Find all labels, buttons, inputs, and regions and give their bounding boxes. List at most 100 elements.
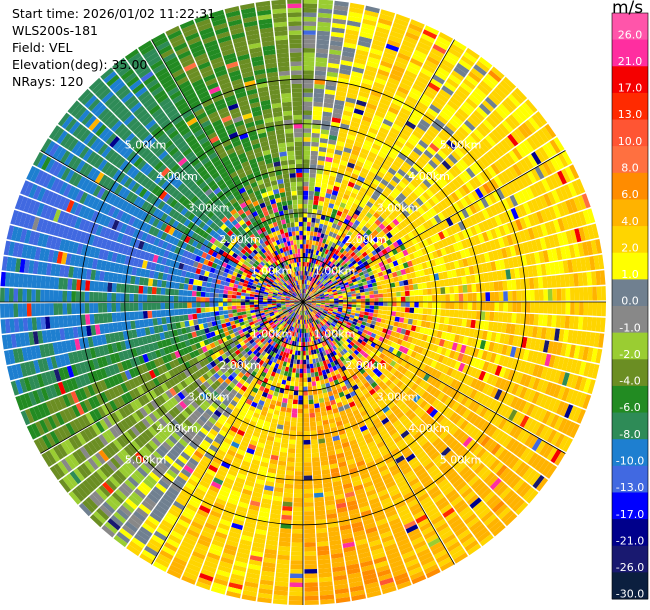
range-gate <box>385 171 394 179</box>
range-gate <box>292 524 303 530</box>
range-gate <box>418 308 424 314</box>
range-gate <box>311 452 320 458</box>
range-gate <box>315 279 319 284</box>
range-gate <box>426 107 439 118</box>
range-gate <box>358 222 365 229</box>
range-gate <box>451 150 462 162</box>
range-gate <box>300 355 303 360</box>
range-gate <box>389 73 402 82</box>
range-gate <box>306 359 310 365</box>
range-gate <box>304 293 307 298</box>
range-gate <box>367 171 376 179</box>
range-gate <box>329 275 334 280</box>
range-gate <box>293 506 303 512</box>
range-gate <box>418 139 429 149</box>
range-gate <box>310 159 318 165</box>
range-gate <box>378 102 389 111</box>
range-gate <box>422 63 436 74</box>
range-gate <box>305 271 308 276</box>
range-gate <box>360 219 368 226</box>
range-gate <box>478 141 490 153</box>
range-gate <box>428 125 440 136</box>
range-gate <box>319 219 325 225</box>
range-gate <box>314 403 320 409</box>
range-gate <box>298 404 303 409</box>
range-gate <box>304 569 318 574</box>
range-gate <box>312 263 316 268</box>
range-gate <box>381 94 393 103</box>
range-gate <box>349 79 361 87</box>
range-gate <box>453 309 459 318</box>
range-gate <box>373 212 381 219</box>
range-gate <box>311 288 316 293</box>
range-gate <box>322 268 327 274</box>
range-gate <box>337 279 343 284</box>
range-gate <box>360 257 367 263</box>
range-gate <box>360 308 365 312</box>
range-gate <box>383 159 393 167</box>
range-gate <box>385 239 393 246</box>
range-gate <box>391 98 404 107</box>
range-gate <box>521 290 526 301</box>
range-gate <box>339 68 351 76</box>
range-gate <box>286 466 295 472</box>
range-gate <box>296 431 303 436</box>
range-gate <box>378 302 384 306</box>
range-gate <box>293 359 297 364</box>
range-gate <box>370 147 380 155</box>
range-gate <box>488 70 502 83</box>
range-gate <box>405 157 415 167</box>
range-gate <box>343 42 357 49</box>
range-gate <box>316 287 321 291</box>
range-gate <box>343 105 354 113</box>
range-gate <box>326 245 331 251</box>
range-gate <box>315 250 320 256</box>
range-gate <box>299 382 303 387</box>
range-gate <box>304 284 306 289</box>
range-gate <box>339 64 352 71</box>
range-gate <box>422 179 432 188</box>
range-gate <box>392 302 397 307</box>
range-gate <box>303 368 307 374</box>
range-gate <box>326 225 332 232</box>
range-gate <box>454 293 459 302</box>
range-gate <box>498 103 511 117</box>
range-gate <box>560 315 566 329</box>
range-gate <box>486 180 496 192</box>
range-gate <box>430 217 438 226</box>
range-gate <box>348 262 354 268</box>
range-gate <box>378 306 384 310</box>
range-gate <box>319 142 328 148</box>
range-gate <box>441 85 454 96</box>
range-gate <box>542 314 548 327</box>
range-gate <box>352 254 359 260</box>
range-gate <box>540 126 553 141</box>
range-gate <box>372 229 379 236</box>
range-gate <box>534 302 540 314</box>
range-gate <box>458 59 472 71</box>
range-gate <box>363 204 371 212</box>
range-gate <box>307 204 313 209</box>
range-gate <box>341 198 348 205</box>
range-gate <box>440 146 451 157</box>
range-gate <box>342 193 350 200</box>
range-gate <box>472 109 485 122</box>
range-gate <box>362 143 372 151</box>
range-gate <box>314 88 325 94</box>
range-gate <box>516 302 522 313</box>
range-gate <box>314 285 319 290</box>
range-gate <box>288 595 303 601</box>
range-gate <box>448 74 462 85</box>
range-gate <box>446 139 457 150</box>
range-gate <box>426 228 434 237</box>
range-gate <box>426 146 437 156</box>
range-gate <box>438 89 452 100</box>
range-gate <box>335 177 343 184</box>
range-gate <box>318 276 323 282</box>
range-gate <box>303 293 305 298</box>
range-gate <box>331 22 346 29</box>
range-gate <box>308 403 315 409</box>
range-gate <box>303 417 310 423</box>
range-gate <box>306 226 311 232</box>
range-gate <box>335 90 347 97</box>
